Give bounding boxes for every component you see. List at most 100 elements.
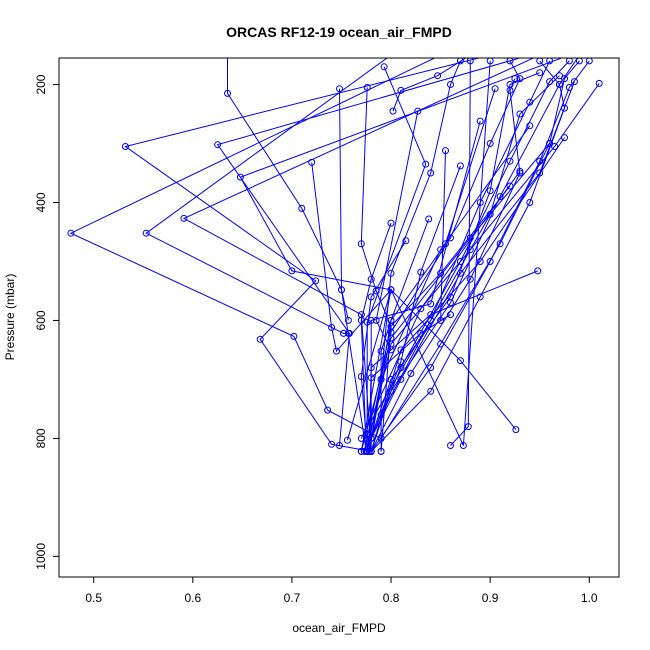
data-point-35-2 [516,75,524,83]
data-point-13-1 [414,107,422,115]
data-point-11-1 [308,158,316,166]
series-line-11 [311,162,392,452]
data-point-18-1 [456,162,464,170]
y-tick-label-4: 800 [34,428,48,448]
data-point-9-2 [357,240,365,248]
data-point-12-3 [434,72,442,80]
data-point-21-1 [534,267,542,275]
data-point-1-1 [225,58,230,59]
data-point-34-4 [456,258,464,265]
data-point-32-4 [447,299,454,307]
data-point-5-2 [142,229,150,237]
data-point-19-1 [476,117,484,125]
series-line-3 [69,58,436,439]
series-line-15 [360,222,392,452]
series-line-10 [366,66,427,452]
data-point-39-1 [536,58,544,65]
data-point-4-2 [180,214,188,222]
data-point-41-5 [427,364,435,372]
y-tick-label-1: 200 [34,74,48,94]
series-line-4 [182,58,535,452]
series-line-32 [370,58,579,452]
series-line-13 [375,111,419,351]
data-point-8-3 [344,316,352,324]
data-point-2-2 [121,143,129,150]
data-point-30-3 [486,187,494,195]
data-point-41-2 [565,84,573,91]
chart-title: ORCAS RF12-19 ocean_air_FMPD [226,24,452,40]
data-point-41-6 [367,447,375,455]
data-point-12-2 [397,86,405,94]
data-point-11-3 [333,347,340,355]
data-point-2-4 [256,335,264,343]
data-point-15-2 [367,275,375,283]
data-point-17-4 [377,447,385,455]
data-point-36-5 [377,375,385,383]
data-point-24-1 [526,122,534,130]
data-point-20-2 [442,240,449,248]
data-point-30-2 [506,81,514,88]
x-tick-label-2: 0.6 [184,591,201,605]
data-point-22-2 [437,269,445,277]
data-point-13-2 [372,316,380,324]
data-point-36-2 [447,81,454,88]
data-point-34-3 [506,157,514,165]
data-point-17-1 [425,215,433,223]
series-line-1 [227,58,367,452]
data-point-32-1 [577,58,582,59]
series-line-41 [370,60,590,452]
data-point-39-2 [556,81,563,88]
series-line-8 [339,88,349,321]
data-point-33-2 [526,98,534,106]
data-point-6-1 [527,58,532,59]
series-line-2 [124,58,481,452]
data-point-40-2 [561,75,568,83]
series-line-40 [380,60,580,439]
data-point-35-3 [486,140,494,147]
data-point-37-1 [466,58,474,65]
y-tick-label-5: 1000 [34,543,48,570]
data-point-11-2 [328,324,336,331]
data-point-7-2 [236,173,244,181]
data-point-3-4 [324,406,332,414]
series-line-29 [370,78,521,452]
data-point-15-1 [387,219,395,227]
data-point-41-4 [486,258,494,265]
data-point-36-4 [387,269,395,277]
y-tick-label-2: 400 [34,192,48,212]
data-point-5-1 [389,58,393,59]
data-point-28-1 [595,79,603,87]
data-point-35-4 [447,234,454,242]
data-point-10-1 [380,63,388,71]
x-axis: 0.5 0.6 0.7 0.8 0.9 1.0 [85,577,598,605]
x-axis-label: ocean_air_FMPD [292,621,386,635]
data-point-23-2 [417,305,425,313]
data-point-19-2 [427,300,435,308]
data-point-14-1 [442,147,449,155]
data-point-16-2 [367,293,375,301]
data-point-31-6 [363,447,371,455]
data-point-9-1 [363,84,371,91]
data-point-33-5 [377,411,385,419]
series-line-30 [365,72,540,452]
x-tick-label-1: 0.5 [85,591,102,605]
data-point-4-1 [537,58,542,59]
data-point-28-2 [551,143,559,150]
data-point-28-4 [387,340,395,348]
data-point-34-5 [397,364,405,372]
data-point-6-2 [214,141,222,149]
data-point-37-3 [447,442,454,449]
data-point-2-5 [328,440,336,448]
data-point-29-3 [516,169,524,177]
series-line-6 [216,58,522,446]
data-point-3-3 [290,332,298,340]
data-point-16-1 [402,237,410,245]
data-point-34-2 [546,78,554,86]
y-axis: 200 400 600 800 1000 [34,74,59,570]
x-tick-label-4: 0.8 [383,591,400,605]
series-line-39 [370,60,566,452]
data-point-8-2 [338,286,345,294]
data-point-30-1 [536,69,544,77]
y-axis-label: Pressure (mbar) [3,274,17,361]
data-point-10-2 [422,160,430,168]
